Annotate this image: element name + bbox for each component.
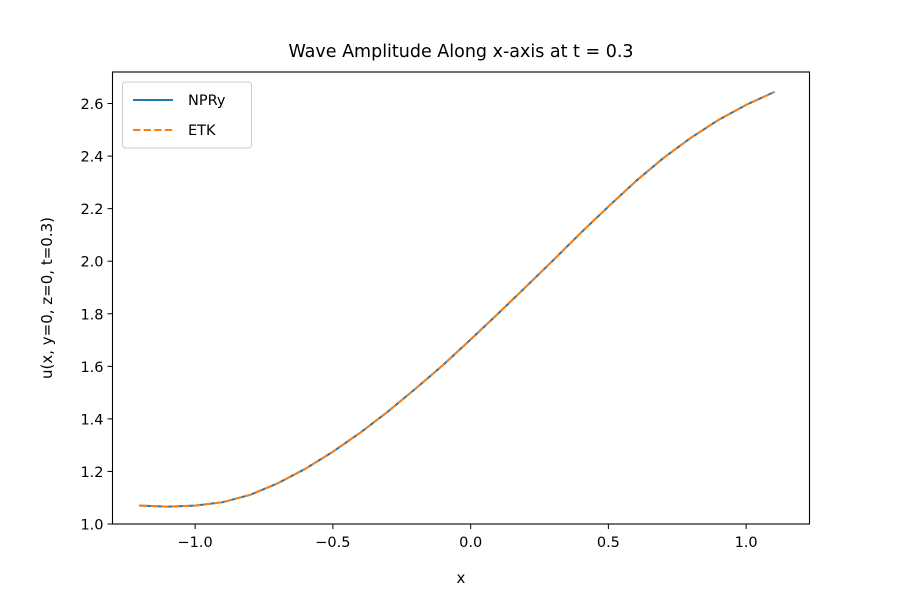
- series-lines: [139, 91, 775, 508]
- y-tick-label: 1.6: [80, 360, 103, 376]
- y-tick-label: 2.4: [80, 150, 103, 166]
- y-tick-label: 1.4: [80, 412, 103, 428]
- series-line-etk: [140, 91, 775, 508]
- x-tick-label: 0.0: [459, 535, 482, 551]
- y-tick-label: 2.6: [80, 97, 103, 113]
- x-axis-label: x: [457, 569, 466, 587]
- y-tick-label: 2.0: [80, 255, 103, 271]
- x-tick-label: −1.0: [178, 535, 213, 551]
- plot-frame: [111, 71, 811, 525]
- x-tick-label: 0.5: [597, 535, 620, 551]
- axis-ticks: −1.0 −0.5 0.0 0.5 1.0 1.0 1.2 1.4 1.6 1.8 2.0 2.2 2.…: [80, 97, 757, 551]
- y-tick-label: 1.0: [80, 518, 103, 534]
- y-axis-label: u(x, y=0, z=0, t=0.3): [38, 217, 56, 379]
- y-tick-label: 1.2: [80, 465, 103, 481]
- legend-label-npry: NPRy: [188, 93, 226, 109]
- y-tick-label: 1.8: [80, 307, 103, 323]
- legend: NPRy ETK: [122, 81, 252, 149]
- chart-title: Wave Amplitude Along x-axis at t = 0.3: [288, 42, 633, 62]
- x-tick-label: 1.0: [735, 535, 758, 551]
- legend-box: [122, 81, 252, 149]
- x-tick-label: −0.5: [315, 535, 350, 551]
- legend-label-etk: ETK: [188, 123, 216, 139]
- y-tick-label: 2.2: [80, 202, 103, 218]
